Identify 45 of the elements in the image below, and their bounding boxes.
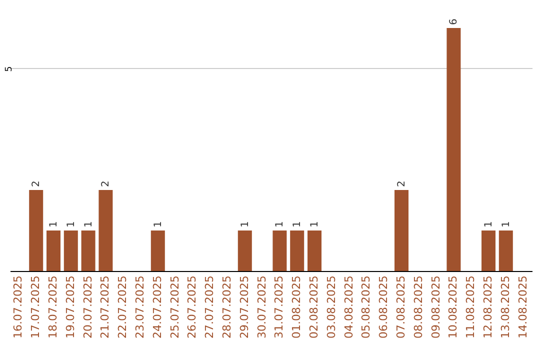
x-tick-label: 30.07.2025: [255, 276, 268, 338]
x-tick-label: 19.07.2025: [64, 276, 77, 338]
x-tick-label: 12.08.2025: [482, 276, 494, 338]
x-tick-label: 04.08.2025: [342, 276, 356, 338]
x-tick-label: 14.08.2025: [516, 276, 530, 338]
x-tick-label: 16.07.2025: [12, 276, 25, 338]
data-label: 1: [500, 221, 512, 228]
data-label: 2: [31, 180, 42, 187]
x-tick-label: 09.08.2025: [429, 276, 442, 338]
data-label: 1: [240, 221, 251, 228]
x-tick-label: 29.07.2025: [238, 276, 251, 338]
data-label: 2: [396, 180, 408, 187]
x-tick-label: 17.07.2025: [29, 276, 42, 338]
x-tick-label: 23.07.2025: [134, 276, 146, 338]
x-tick-label: 01.08.2025: [290, 276, 304, 338]
data-label: 2: [100, 180, 112, 187]
x-tick-label: 20.07.2025: [81, 276, 94, 338]
x-tick-label: 27.07.2025: [203, 276, 216, 338]
y-tick-label: 5: [4, 66, 14, 72]
x-tick-label: 13.08.2025: [498, 276, 512, 338]
x-tick-label: 24.07.2025: [150, 276, 164, 338]
data-label: 1: [83, 221, 94, 228]
x-tick-label: 26.07.2025: [186, 276, 199, 338]
x-tick-label: 03.08.2025: [324, 276, 338, 338]
x-tick-label: 22.07.2025: [116, 276, 130, 338]
data-label: 1: [152, 221, 164, 228]
data-label: 6: [448, 18, 460, 25]
data-label: 1: [292, 221, 304, 228]
x-tick-label: 31.07.2025: [272, 276, 286, 338]
x-tick-label: 10.08.2025: [446, 276, 460, 338]
data-label: 1: [484, 221, 494, 228]
data-label: 1: [310, 221, 320, 228]
x-tick-label: 05.08.2025: [360, 276, 373, 338]
x-tick-label: 08.08.2025: [412, 276, 425, 338]
x-tick-label: 07.08.2025: [394, 276, 408, 338]
x-tick-label: 28.07.2025: [220, 276, 234, 338]
x-tick-label: 02.08.2025: [308, 276, 320, 338]
x-tick-label: 25.07.2025: [168, 276, 182, 338]
x-tick-label: 21.07.2025: [98, 276, 112, 338]
x-tick-label: 11.08.2025: [464, 276, 478, 338]
x-tick-label: 18.07.2025: [46, 276, 60, 338]
x-tick-label: 06.08.2025: [377, 276, 390, 338]
data-label: 1: [66, 221, 77, 228]
data-label: 1: [274, 221, 286, 228]
data-label: 1: [48, 221, 60, 228]
